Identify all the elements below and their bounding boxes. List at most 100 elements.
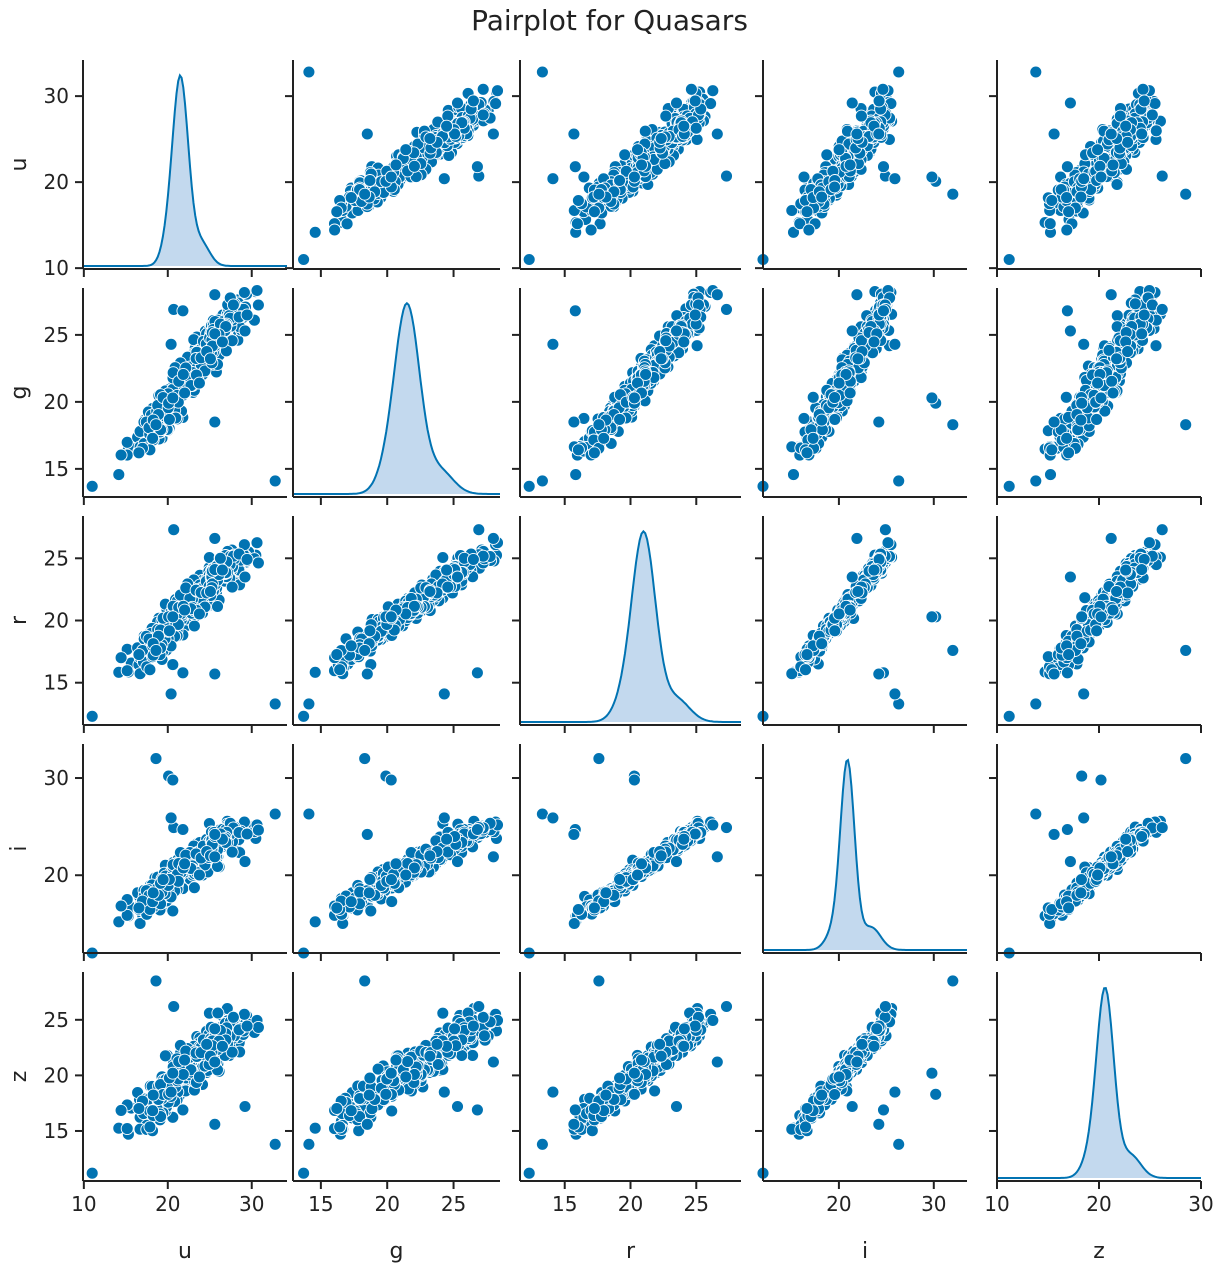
- scatter-point: [638, 124, 652, 138]
- scatter-point: [250, 284, 264, 297]
- scatter-point: [684, 82, 698, 96]
- scatter-point: [1106, 386, 1120, 400]
- scatter-point: [333, 663, 347, 677]
- scatter-point: [211, 600, 224, 613]
- panel-r-vs-g: [285, 516, 504, 733]
- scatter-point: [851, 352, 865, 366]
- scatter-point: [1094, 170, 1108, 184]
- scatter-point: [1002, 253, 1016, 266]
- scatter-point: [423, 132, 437, 145]
- scatter-point: [451, 570, 464, 584]
- scatter-point: [925, 610, 939, 624]
- scatter-point: [806, 431, 820, 445]
- scatter-point: [688, 308, 702, 322]
- scatter-point: [546, 172, 560, 186]
- scatter-point: [850, 531, 864, 545]
- scatter-point: [878, 523, 892, 537]
- scatter-point: [1137, 94, 1151, 108]
- scatter-point: [476, 82, 490, 96]
- scatter-point: [1060, 431, 1074, 445]
- chart-title: Pairplot for Quasars: [471, 4, 748, 37]
- scatter-point: [1137, 308, 1151, 322]
- scatter-point: [522, 479, 536, 493]
- scatter-point: [571, 194, 585, 207]
- scatter-point: [120, 664, 134, 678]
- scatter-point: [867, 563, 881, 577]
- scatter-point: [226, 298, 240, 312]
- scatter-point: [828, 180, 842, 194]
- panel-u-vs-i: [755, 60, 967, 277]
- scatter-point: [268, 697, 282, 711]
- scatter-point: [845, 96, 859, 110]
- panel-g-vs-i: [755, 284, 967, 505]
- scatter-point: [1148, 97, 1162, 111]
- scatter-point: [423, 585, 437, 598]
- scatter-point: [1105, 374, 1119, 388]
- scatter-point: [225, 580, 239, 594]
- scatter-point: [250, 536, 264, 550]
- scatter-point: [251, 298, 265, 312]
- scatter-point: [584, 223, 598, 237]
- scatter-point: [799, 663, 812, 677]
- scatter-point: [1104, 288, 1118, 302]
- scatter-point: [613, 174, 627, 187]
- kde-fill-g: [293, 303, 500, 494]
- kde-fill-u: [83, 75, 287, 266]
- panel-r-vs-r: [512, 516, 741, 733]
- scatter-point: [843, 386, 857, 400]
- scatter-point: [787, 468, 800, 482]
- scatter-point: [1179, 418, 1193, 432]
- scatter-point: [925, 170, 939, 184]
- scatter-point: [888, 172, 902, 186]
- scatter-point: [466, 94, 480, 108]
- scatter-point: [166, 658, 180, 672]
- scatter-point: [872, 94, 886, 108]
- scatter-point: [706, 84, 720, 98]
- scatter-point: [297, 253, 311, 266]
- y-tick-label: 20: [44, 170, 69, 194]
- panel-u-vs-r: [512, 60, 741, 277]
- scatter-point: [192, 607, 206, 621]
- scatter-point: [358, 187, 372, 201]
- scatter-point: [1106, 158, 1120, 172]
- scatter-point: [1119, 119, 1133, 133]
- scatter-point: [1029, 65, 1043, 79]
- scatter-point: [670, 324, 683, 338]
- scatter-point: [167, 523, 181, 537]
- scatter-point: [213, 551, 227, 565]
- scatter-point: [476, 108, 490, 122]
- scatter-point: [597, 431, 611, 445]
- scatter-point: [1077, 337, 1091, 351]
- scatter-point: [491, 84, 504, 98]
- scatter-point: [658, 157, 672, 171]
- scatter-point: [132, 446, 146, 460]
- scatter-point: [436, 551, 450, 564]
- panel-g-vs-g: [285, 288, 500, 505]
- scatter-point: [877, 304, 890, 318]
- scatter-point: [797, 411, 811, 425]
- scatter-point: [1136, 82, 1150, 96]
- kde-curve-u: [83, 73, 287, 267]
- scatter-point: [832, 607, 846, 621]
- scatter-point: [251, 556, 265, 570]
- scatter-point: [1060, 160, 1074, 174]
- scatter-point: [1062, 205, 1076, 219]
- scatter-point: [164, 687, 178, 701]
- scatter-point: [946, 643, 960, 657]
- scatter-point: [238, 324, 252, 338]
- scatter-point: [149, 643, 163, 657]
- scatter-point: [330, 205, 344, 219]
- scatter-point: [308, 665, 322, 679]
- scatter-point: [1047, 415, 1061, 429]
- scatter-point: [330, 648, 344, 662]
- scatter-point: [176, 666, 190, 680]
- scatter-point: [828, 624, 842, 638]
- scatter-point: [166, 610, 180, 624]
- scatter-point: [820, 148, 834, 162]
- scatter-point: [297, 709, 311, 723]
- scatter-point: [178, 603, 192, 617]
- scatter-point: [845, 570, 859, 584]
- scatter-point: [192, 376, 206, 390]
- scatter-point: [546, 337, 560, 351]
- scatter-point: [1135, 327, 1149, 341]
